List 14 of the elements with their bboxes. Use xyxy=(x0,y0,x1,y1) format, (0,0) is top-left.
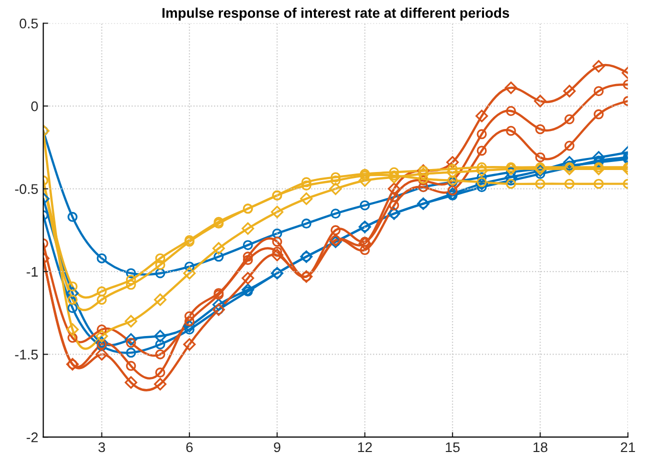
y-tick-label: 0.5 xyxy=(20,18,38,28)
y-tick-label: -1 xyxy=(26,267,38,277)
y-tick-label: 0 xyxy=(31,101,38,112)
y-tick-label: -0.5 xyxy=(15,184,38,194)
x-tick-label: 18 xyxy=(534,442,548,452)
chart-title: Impulse response of interest rate at different periods xyxy=(162,8,510,21)
x-tick-label: 15 xyxy=(446,442,460,452)
x-tick-label: 9 xyxy=(274,442,280,452)
x-tick-label: 21 xyxy=(620,442,635,452)
x-tick-label: 12 xyxy=(358,442,372,452)
x-tick-label: 3 xyxy=(98,442,105,452)
x-tick-label: 6 xyxy=(186,442,193,452)
y-tick-label: -2 xyxy=(26,432,38,442)
y-tick-label: -1.5 xyxy=(15,350,38,360)
